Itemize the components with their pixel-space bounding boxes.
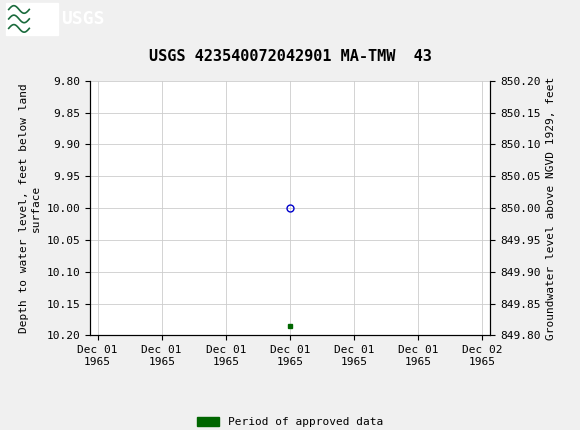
Bar (6, 3, 58, 35)
Legend: Period of approved data: Period of approved data (193, 413, 387, 430)
Y-axis label: Depth to water level, feet below land
surface: Depth to water level, feet below land su… (19, 83, 41, 333)
Text: USGS 423540072042901 MA-TMW  43: USGS 423540072042901 MA-TMW 43 (148, 49, 432, 64)
Text: USGS: USGS (61, 10, 104, 28)
Y-axis label: Groundwater level above NGVD 1929, feet: Groundwater level above NGVD 1929, feet (546, 77, 556, 340)
